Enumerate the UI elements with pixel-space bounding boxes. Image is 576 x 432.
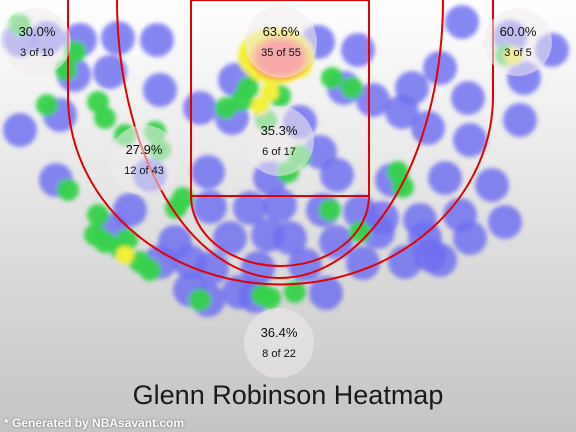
- cold-spot: [140, 23, 174, 57]
- zone-percent: 63.6%: [263, 24, 300, 39]
- cold-spot: [475, 168, 509, 202]
- zone-right-corner-three: 60.0% 3 of 5: [484, 8, 552, 76]
- cold-spot: [503, 103, 537, 137]
- zone-percent: 60.0%: [500, 24, 537, 39]
- zone-bubble: [245, 6, 317, 78]
- paint-box: [190, 0, 370, 197]
- cold-spot: [346, 246, 380, 280]
- zone-made-attempts: 12 of 43: [124, 165, 164, 177]
- cold-spot: [453, 123, 487, 157]
- zone-bubble: [484, 8, 552, 76]
- warm-spot: [36, 94, 58, 116]
- zone-percent: 27.9%: [126, 142, 163, 157]
- cold-spot: [361, 215, 395, 249]
- warm-spot: [139, 259, 161, 281]
- zone-bubble: [109, 125, 179, 195]
- hot-spot: [116, 246, 134, 264]
- warm-spot: [237, 77, 259, 99]
- cold-spot: [288, 248, 322, 282]
- warm-spot: [215, 97, 237, 119]
- cold-spot: [183, 91, 217, 125]
- chart-title: Glenn Robinson Heatmap: [132, 380, 444, 410]
- cold-spot: [93, 55, 127, 89]
- cold-spot: [356, 83, 390, 117]
- warm-spot: [259, 287, 281, 309]
- zone-percent: 30.0%: [19, 24, 56, 39]
- zone-made-attempts: 35 of 55: [261, 47, 301, 59]
- cold-spot: [273, 221, 307, 255]
- warm-spot: [172, 187, 194, 209]
- cold-spot: [309, 276, 343, 310]
- cold-spot: [445, 5, 479, 39]
- zone-above-break-three: 36.4% 8 of 22: [244, 308, 314, 378]
- cold-spot: [453, 221, 487, 255]
- warm-spot: [321, 67, 343, 89]
- warm-spot: [189, 289, 211, 311]
- zone-left-midrange: 27.9% 12 of 43: [109, 125, 179, 195]
- three-point-line: [67, 0, 494, 286]
- cold-spot: [488, 205, 522, 239]
- zone-left-corner-three: 30.0% 3 of 10: [3, 8, 71, 76]
- warm-spot: [116, 229, 138, 251]
- warm-spot: [349, 221, 371, 243]
- cold-spot: [411, 111, 445, 145]
- zone-bubble: [244, 308, 314, 378]
- cold-spot: [423, 51, 457, 85]
- cold-spot: [385, 95, 419, 129]
- cold-spot: [3, 113, 37, 147]
- zone-restricted-area: 63.6% 35 of 55: [245, 6, 317, 78]
- zone-made-attempts: 3 of 10: [20, 47, 54, 59]
- cold-spot: [319, 225, 353, 259]
- zone-bubble: [3, 8, 71, 76]
- zone-paint-non-ra: 35.3% 6 of 17: [244, 106, 314, 176]
- zone-made-attempts: 6 of 17: [262, 146, 296, 158]
- zone-bubble: [244, 106, 314, 176]
- zone-made-attempts: 3 of 5: [504, 47, 532, 59]
- warm-spot: [284, 281, 306, 303]
- warm-spot: [87, 204, 109, 226]
- cold-spot: [193, 190, 227, 224]
- warm-spot: [57, 179, 79, 201]
- cold-spot: [320, 158, 354, 192]
- free-throw-circle: [190, 195, 370, 267]
- hot-spot: [261, 83, 279, 101]
- zone-percent: 36.4%: [261, 325, 298, 340]
- cold-spot: [263, 188, 297, 222]
- cold-spot: [451, 81, 485, 115]
- cold-spot: [341, 33, 375, 67]
- cold-spot: [428, 161, 462, 195]
- warm-spot: [319, 199, 341, 221]
- credit-text: * Generated by NBAsavant.com: [4, 416, 185, 430]
- zone-labels: 30.0% 3 of 10 63.6% 35 of 55 60.0% 3 of 5 27.9…: [3, 6, 552, 378]
- zone-percent: 35.3%: [261, 123, 298, 138]
- warm-spot: [341, 77, 363, 99]
- cold-spot: [191, 155, 225, 189]
- cold-spot: [213, 221, 247, 255]
- zone-made-attempts: 8 of 22: [262, 348, 296, 360]
- cold-spot: [233, 191, 267, 225]
- cold-spot: [143, 73, 177, 107]
- cold-spot: [413, 238, 447, 272]
- warm-spot: [94, 107, 116, 129]
